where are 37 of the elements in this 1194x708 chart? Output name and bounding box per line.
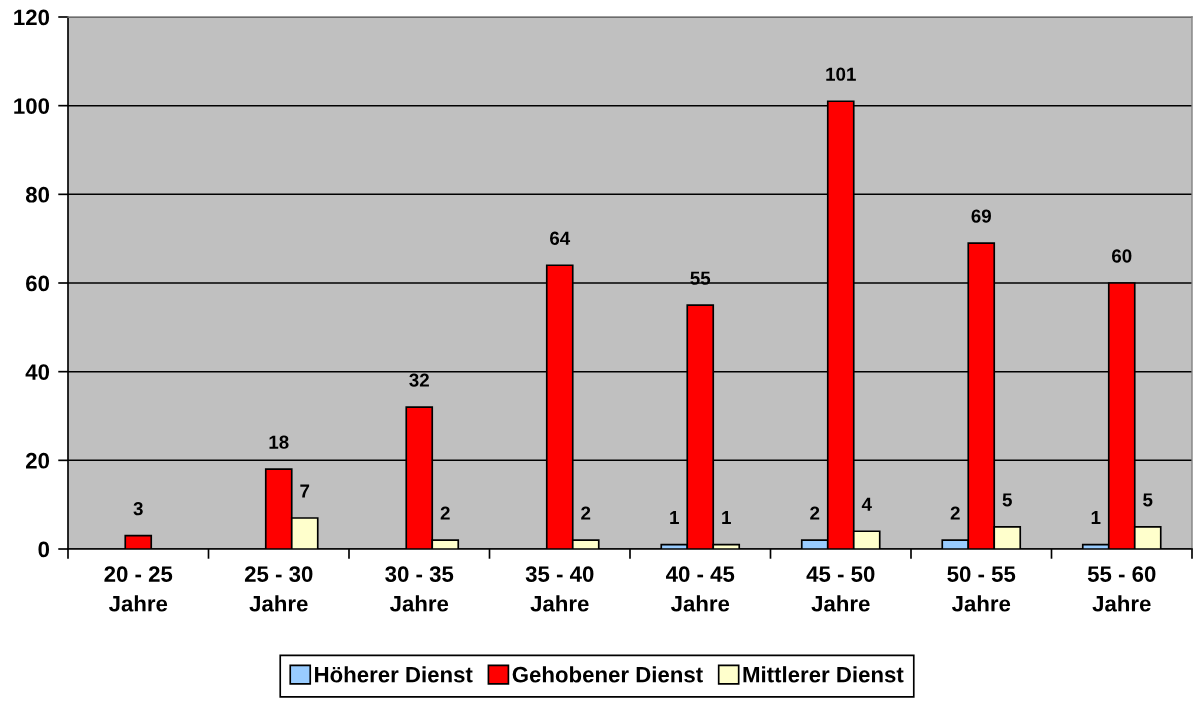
data-label: 101 bbox=[826, 67, 856, 81]
y-tick-label: 60 bbox=[26, 275, 50, 292]
y-tick-label: 120 bbox=[14, 9, 50, 26]
x-tick-label: 50 - 55 Jahre bbox=[947, 566, 1016, 612]
data-label: 5 bbox=[1002, 493, 1012, 507]
y-tick-label: 100 bbox=[14, 98, 50, 114]
x-tick-label: 45 - 50 Jahre bbox=[806, 566, 875, 612]
y-tick-label: 0 bbox=[38, 541, 50, 558]
data-label: 1 bbox=[670, 511, 679, 525]
data-label: 2 bbox=[950, 506, 960, 520]
data-label: 32 bbox=[409, 373, 429, 387]
x-tick-label: 25 - 30 Jahre bbox=[244, 566, 313, 612]
y-tick-label: 40 bbox=[25, 364, 50, 380]
data-label: 64 bbox=[550, 231, 571, 245]
data-label: 55 bbox=[690, 271, 711, 285]
data-label: 2 bbox=[581, 506, 591, 520]
legend-label: Mittlerer Dienst bbox=[743, 666, 904, 683]
data-label: 3 bbox=[133, 502, 143, 516]
data-label: 1 bbox=[722, 511, 731, 525]
x-tick-label: 35 - 40 Jahre bbox=[525, 566, 594, 612]
data-label: 5 bbox=[1143, 493, 1153, 507]
x-tick-label: 40 - 45 Jahre bbox=[666, 566, 735, 612]
x-tick-label: 30 - 35 Jahre bbox=[385, 566, 454, 612]
y-tick-label: 80 bbox=[25, 186, 50, 203]
data-label: 1 bbox=[1091, 511, 1101, 525]
y-tick-label: 20 bbox=[26, 452, 50, 469]
x-tick-label: 20 - 25 Jahre bbox=[104, 566, 173, 612]
data-label: 18 bbox=[269, 435, 289, 449]
data-label: 2 bbox=[440, 506, 450, 520]
data-label: 60 bbox=[1112, 249, 1132, 263]
data-label: 69 bbox=[971, 209, 991, 223]
data-label: 4 bbox=[861, 497, 872, 511]
data-label: 2 bbox=[810, 506, 820, 520]
legend-label: Gehobener Dienst bbox=[512, 666, 703, 683]
legend-label: Höherer Dienst bbox=[315, 666, 473, 683]
x-tick-label: 55 - 60 Jahre bbox=[1087, 566, 1156, 612]
data-label: 7 bbox=[300, 484, 310, 498]
